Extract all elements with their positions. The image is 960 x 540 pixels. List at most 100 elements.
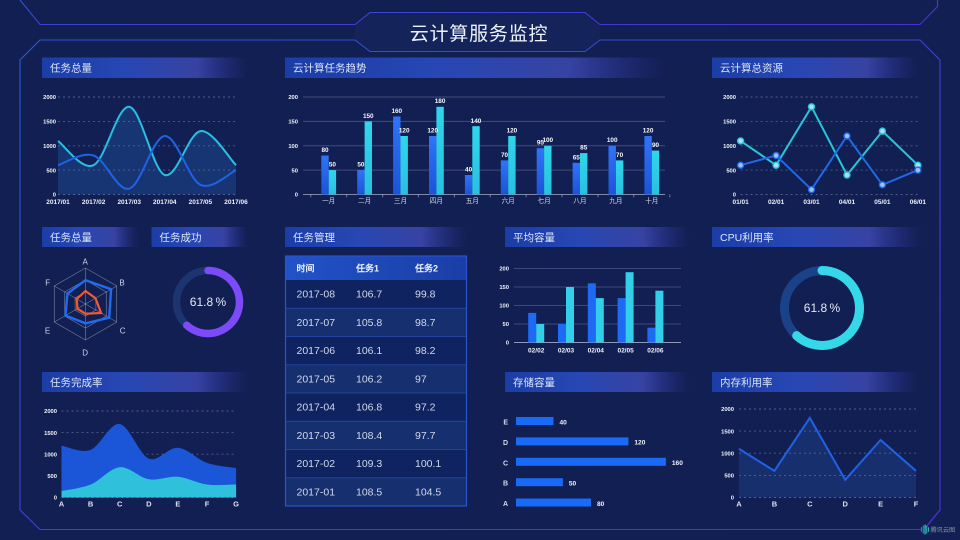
svg-text:七月: 七月 [538,196,551,205]
svg-text:五月: 五月 [466,197,479,205]
svg-text:150: 150 [288,120,298,126]
svg-text:2017/01: 2017/01 [46,199,70,206]
svg-text:任务1: 任务1 [355,263,379,274]
svg-text:500: 500 [46,168,56,174]
svg-text:61.8 %: 61.8 % [804,301,841,315]
svg-text:2017-07: 2017-07 [297,317,336,329]
svg-text:1500: 1500 [44,431,57,437]
svg-text:E: E [45,326,50,335]
svg-text:D: D [503,440,508,447]
svg-text:F: F [45,279,50,288]
svg-text:85: 85 [580,145,588,152]
svg-text:2000: 2000 [723,95,736,101]
svg-text:04/01: 04/01 [839,199,856,206]
svg-text:D: D [842,500,848,509]
svg-text:50: 50 [292,168,298,174]
svg-text:100: 100 [288,144,298,150]
svg-text:A: A [503,501,508,508]
svg-text:0: 0 [733,193,736,199]
svg-text:E: E [503,420,508,427]
svg-text:0: 0 [731,496,734,502]
svg-text:D: D [82,348,88,357]
svg-text:02/05: 02/05 [617,348,634,355]
svg-text:2017-08: 2017-08 [297,289,336,301]
svg-text:0: 0 [54,496,57,502]
svg-text:50: 50 [357,162,365,169]
svg-text:100.1: 100.1 [415,458,441,470]
svg-text:120: 120 [427,128,438,135]
svg-text:云计算服务监控: 云计算服务监控 [410,23,549,45]
svg-text:120: 120 [507,128,518,135]
svg-text:0: 0 [295,193,298,199]
svg-text:二月: 二月 [358,197,371,205]
svg-text:500: 500 [47,474,57,480]
svg-text:任务2: 任务2 [414,263,438,274]
svg-text:70: 70 [501,152,509,159]
svg-text:2017-05: 2017-05 [297,373,336,385]
svg-text:150: 150 [499,285,509,291]
svg-text:80: 80 [597,501,605,508]
svg-text:2017-03: 2017-03 [297,430,336,442]
svg-text:98.2: 98.2 [415,345,436,357]
svg-text:C: C [503,460,508,467]
svg-text:160: 160 [672,460,683,467]
svg-text:105.8: 105.8 [356,317,382,329]
svg-text:120: 120 [643,128,654,135]
svg-text:0: 0 [53,193,56,199]
svg-text:97: 97 [415,373,427,385]
svg-text:B: B [88,500,94,509]
svg-text:109.3: 109.3 [356,458,382,470]
svg-text:1000: 1000 [723,144,736,150]
svg-text:腾讯云图: 腾讯云图 [931,526,956,534]
svg-text:F: F [205,500,210,509]
svg-text:106.1: 106.1 [356,345,382,357]
svg-text:200: 200 [499,267,509,273]
svg-text:任务管理: 任务管理 [293,231,335,244]
svg-text:40: 40 [560,419,568,426]
svg-text:1500: 1500 [723,120,736,126]
svg-text:六月: 六月 [502,196,515,205]
svg-text:九月: 九月 [609,196,622,205]
svg-text:时间: 时间 [297,263,315,274]
svg-text:65: 65 [573,154,581,161]
svg-text:三月: 三月 [394,197,407,205]
svg-text:任务完成率: 任务完成率 [50,376,103,389]
svg-text:A: A [736,500,742,509]
svg-text:2017-04: 2017-04 [297,402,336,414]
svg-text:A: A [83,257,89,266]
svg-text:十月: 十月 [645,196,658,205]
svg-text:120: 120 [399,128,410,135]
svg-text:2017/05: 2017/05 [189,199,213,206]
svg-text:C: C [117,500,123,509]
svg-text:E: E [878,500,883,509]
svg-text:1000: 1000 [44,452,57,458]
svg-text:100: 100 [607,137,618,144]
svg-text:02/06: 02/06 [647,348,664,355]
svg-text:B: B [119,279,124,288]
svg-text:500: 500 [724,474,734,480]
svg-text:F: F [914,500,919,509]
svg-text:40: 40 [465,167,473,174]
svg-text:2017-06: 2017-06 [297,345,336,357]
svg-text:2000: 2000 [721,407,734,413]
svg-text:01/01: 01/01 [732,199,749,206]
svg-text:50: 50 [503,322,509,328]
svg-text:95: 95 [537,140,545,147]
svg-text:02/03: 02/03 [558,348,575,355]
svg-text:1000: 1000 [43,144,56,150]
svg-text:平均容量: 平均容量 [513,231,555,244]
svg-text:2017/06: 2017/06 [224,199,248,206]
svg-text:任务总量: 任务总量 [50,62,92,75]
svg-text:97.7: 97.7 [415,430,436,442]
svg-text:02/01: 02/01 [768,199,785,206]
svg-text:一月: 一月 [322,197,335,205]
svg-text:106.2: 106.2 [356,373,382,385]
svg-text:C: C [807,500,813,509]
svg-text:106.7: 106.7 [356,289,382,301]
svg-text:E: E [175,500,180,509]
svg-text:03/01: 03/01 [803,199,820,206]
svg-text:云计算任务趋势: 云计算任务趋势 [293,62,367,75]
svg-text:2017-01: 2017-01 [297,486,336,498]
svg-text:140: 140 [471,118,482,125]
svg-text:80: 80 [321,147,329,154]
